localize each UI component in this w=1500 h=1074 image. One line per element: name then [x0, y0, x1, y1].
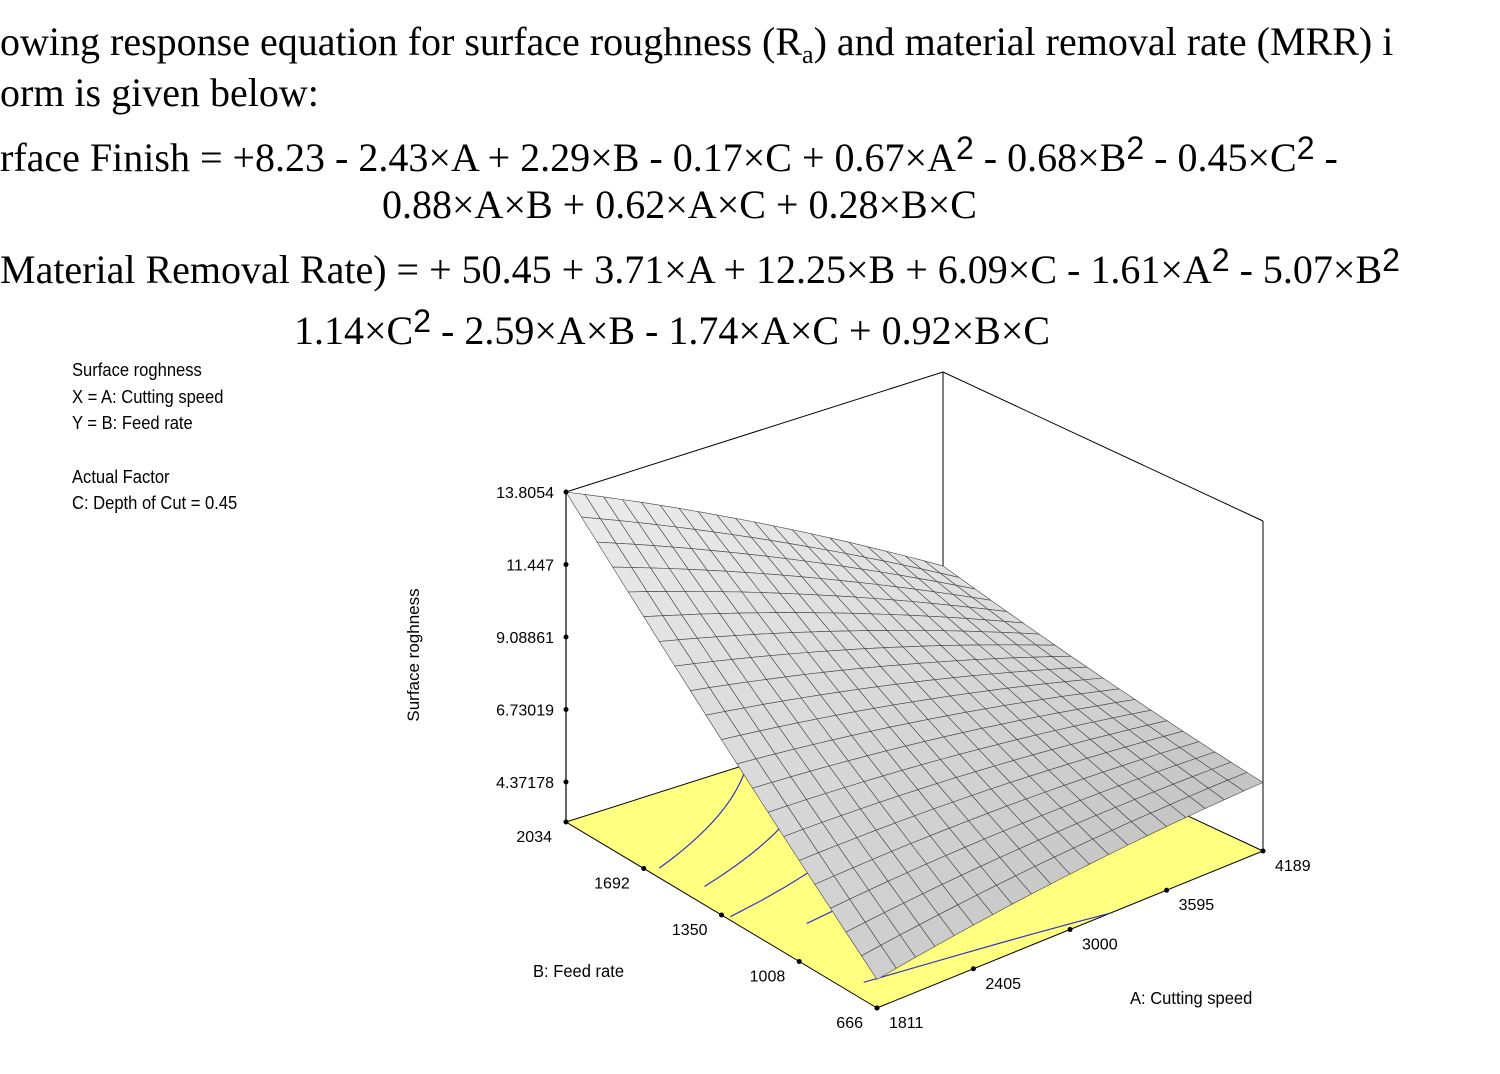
intro-line-1: owing response equation for surface roug…: [0, 19, 1394, 69]
x-tick-mark: [1067, 927, 1073, 932]
box-layer: [565, 371, 1264, 851]
x-tick-label: 3000: [1082, 937, 1118, 954]
legend-y-factor: Y = B: Feed rate: [72, 413, 193, 433]
z-tick-label: 13.8054: [496, 485, 554, 502]
surface-cell: [861, 944, 897, 980]
tick-layer: 4.37178 6.73019 9.08861 11.447 13.8054 1811 24…: [496, 485, 1311, 1032]
y-tick-label: 1692: [594, 876, 630, 893]
z-tick-label: 6.73019: [496, 703, 554, 720]
mrr-equation: Material Removal Rate) = + 50.45 + 3.71×…: [0, 242, 1400, 292]
box-edge: [942, 371, 1264, 522]
y-tick-label: 666: [836, 1015, 863, 1032]
x-tick-mark: [970, 966, 976, 972]
z-tick-mark: [563, 562, 569, 568]
legend-actual-factor: Actual Factor: [72, 467, 170, 487]
x-tick-label: 3595: [1179, 897, 1215, 914]
y-tick-mark: [641, 866, 647, 871]
z-tick-mark: [563, 779, 569, 785]
y-tick-mark: [874, 1005, 880, 1011]
legend-depth-of-cut: C: Depth of Cut = 0.45: [72, 493, 238, 513]
z-tick-mark: [563, 489, 569, 495]
box-edge: [565, 371, 944, 493]
contour-line: [658, 764, 748, 869]
x-tick-label: 1811: [889, 1015, 924, 1032]
z-tick-label: 4.37178: [496, 775, 554, 792]
surface-finish-equation-line2: 0.88×A×B + 0.62×A×C + 0.28×B×C: [382, 182, 977, 227]
x-tick-label: 4189: [1275, 858, 1311, 875]
y-tick-label: 1008: [750, 969, 786, 986]
z-tick-mark: [563, 634, 569, 640]
y-tick-mark: [563, 819, 569, 825]
legend-response: Surface roghness: [72, 360, 202, 380]
surface-layer: [565, 491, 1264, 980]
z-tick-label: 9.08861: [496, 630, 554, 647]
y-tick-label: 1350: [672, 922, 708, 939]
y-tick-label: 2034: [516, 829, 552, 846]
mrr-equation-line2: 1.14×C2 - 2.59×A×B - 1.74×A×C + 0.92×B×C: [294, 303, 1051, 353]
z-tick-mark: [563, 707, 569, 713]
x-tick-mark: [1164, 887, 1170, 893]
y-axis-label: B: Feed rate: [533, 960, 624, 981]
z-axis-label: Surface roghness: [404, 588, 423, 721]
intro-line-2: orm is given below:: [0, 70, 319, 115]
x-tick-mark: [1260, 848, 1266, 854]
x-axis-label: A: Cutting speed: [1130, 987, 1252, 1008]
surface-finish-equation: rface Finish = +8.23 - 2.43×A + 2.29×B -…: [0, 130, 1338, 180]
legend-x-factor: X = A: Cutting speed: [72, 387, 224, 407]
y-tick-mark: [796, 959, 802, 964]
y-tick-mark: [719, 912, 724, 918]
contour-line: [863, 912, 1111, 983]
z-tick-label: 11.447: [506, 558, 554, 575]
x-tick-label: 2405: [985, 976, 1021, 993]
